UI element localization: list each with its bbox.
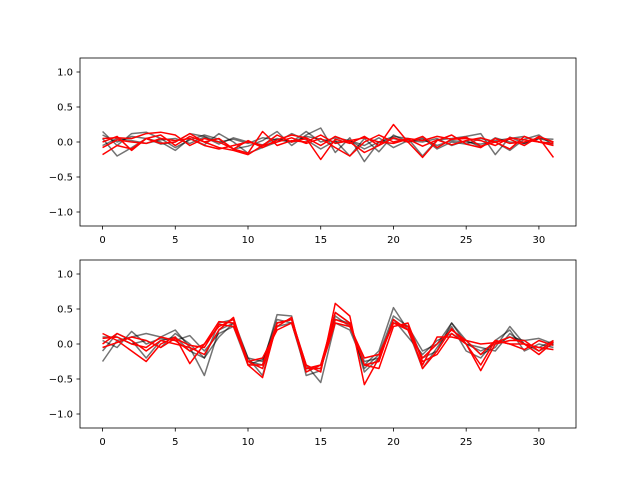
bottom-subplot: 0 5 10 15 20 25 30 −1.0 −0.5 0.0 0.5 1.0: [49, 259, 577, 448]
y-tick-label: 1.0: [57, 270, 73, 281]
series-group: [101, 123, 555, 163]
x-tick-label: 10: [242, 235, 255, 246]
x-tick-label: 30: [533, 235, 546, 246]
x-tick-label: 0: [99, 437, 105, 448]
x-tick-label: 15: [314, 235, 327, 246]
x-tick-label: 30: [533, 437, 546, 448]
y-tick-label: 0.0: [57, 340, 73, 351]
red-series-line-5: [102, 123, 554, 154]
red-series-line-7: [102, 134, 554, 157]
y-tick-label: −0.5: [49, 375, 73, 386]
x-tick-label: 5: [172, 437, 178, 448]
red-series-line-7: [102, 322, 554, 370]
x-tick-label: 25: [460, 235, 473, 246]
x-tick-label: 10: [242, 437, 255, 448]
x-tick-label: 20: [387, 437, 400, 448]
y-tick-label: −1.0: [49, 410, 73, 421]
y-tick-label: −1.0: [49, 208, 73, 219]
top-subplot: 0 5 10 15 20 25 30 −1.0 −0.5 0.0 0.5 1.0: [49, 57, 577, 246]
x-tick-label: 5: [172, 235, 178, 246]
x-tick-label: 25: [460, 437, 473, 448]
series-group: [101, 302, 554, 386]
x-tick-label: 15: [314, 437, 327, 448]
y-tick-label: 0.5: [57, 305, 73, 316]
y-tick-label: 0.5: [57, 103, 73, 114]
red-series-line-6: [102, 130, 554, 154]
y-tick-label: 1.0: [57, 68, 73, 79]
red-series-line-6: [102, 316, 554, 373]
y-tick-label: −0.5: [49, 173, 73, 184]
y-tick-label: 0.0: [57, 138, 73, 149]
x-tick-label: 20: [387, 235, 400, 246]
x-tick-label: 0: [99, 235, 105, 246]
gray-series-line-1: [101, 132, 554, 157]
red-series-line-5: [102, 311, 554, 370]
